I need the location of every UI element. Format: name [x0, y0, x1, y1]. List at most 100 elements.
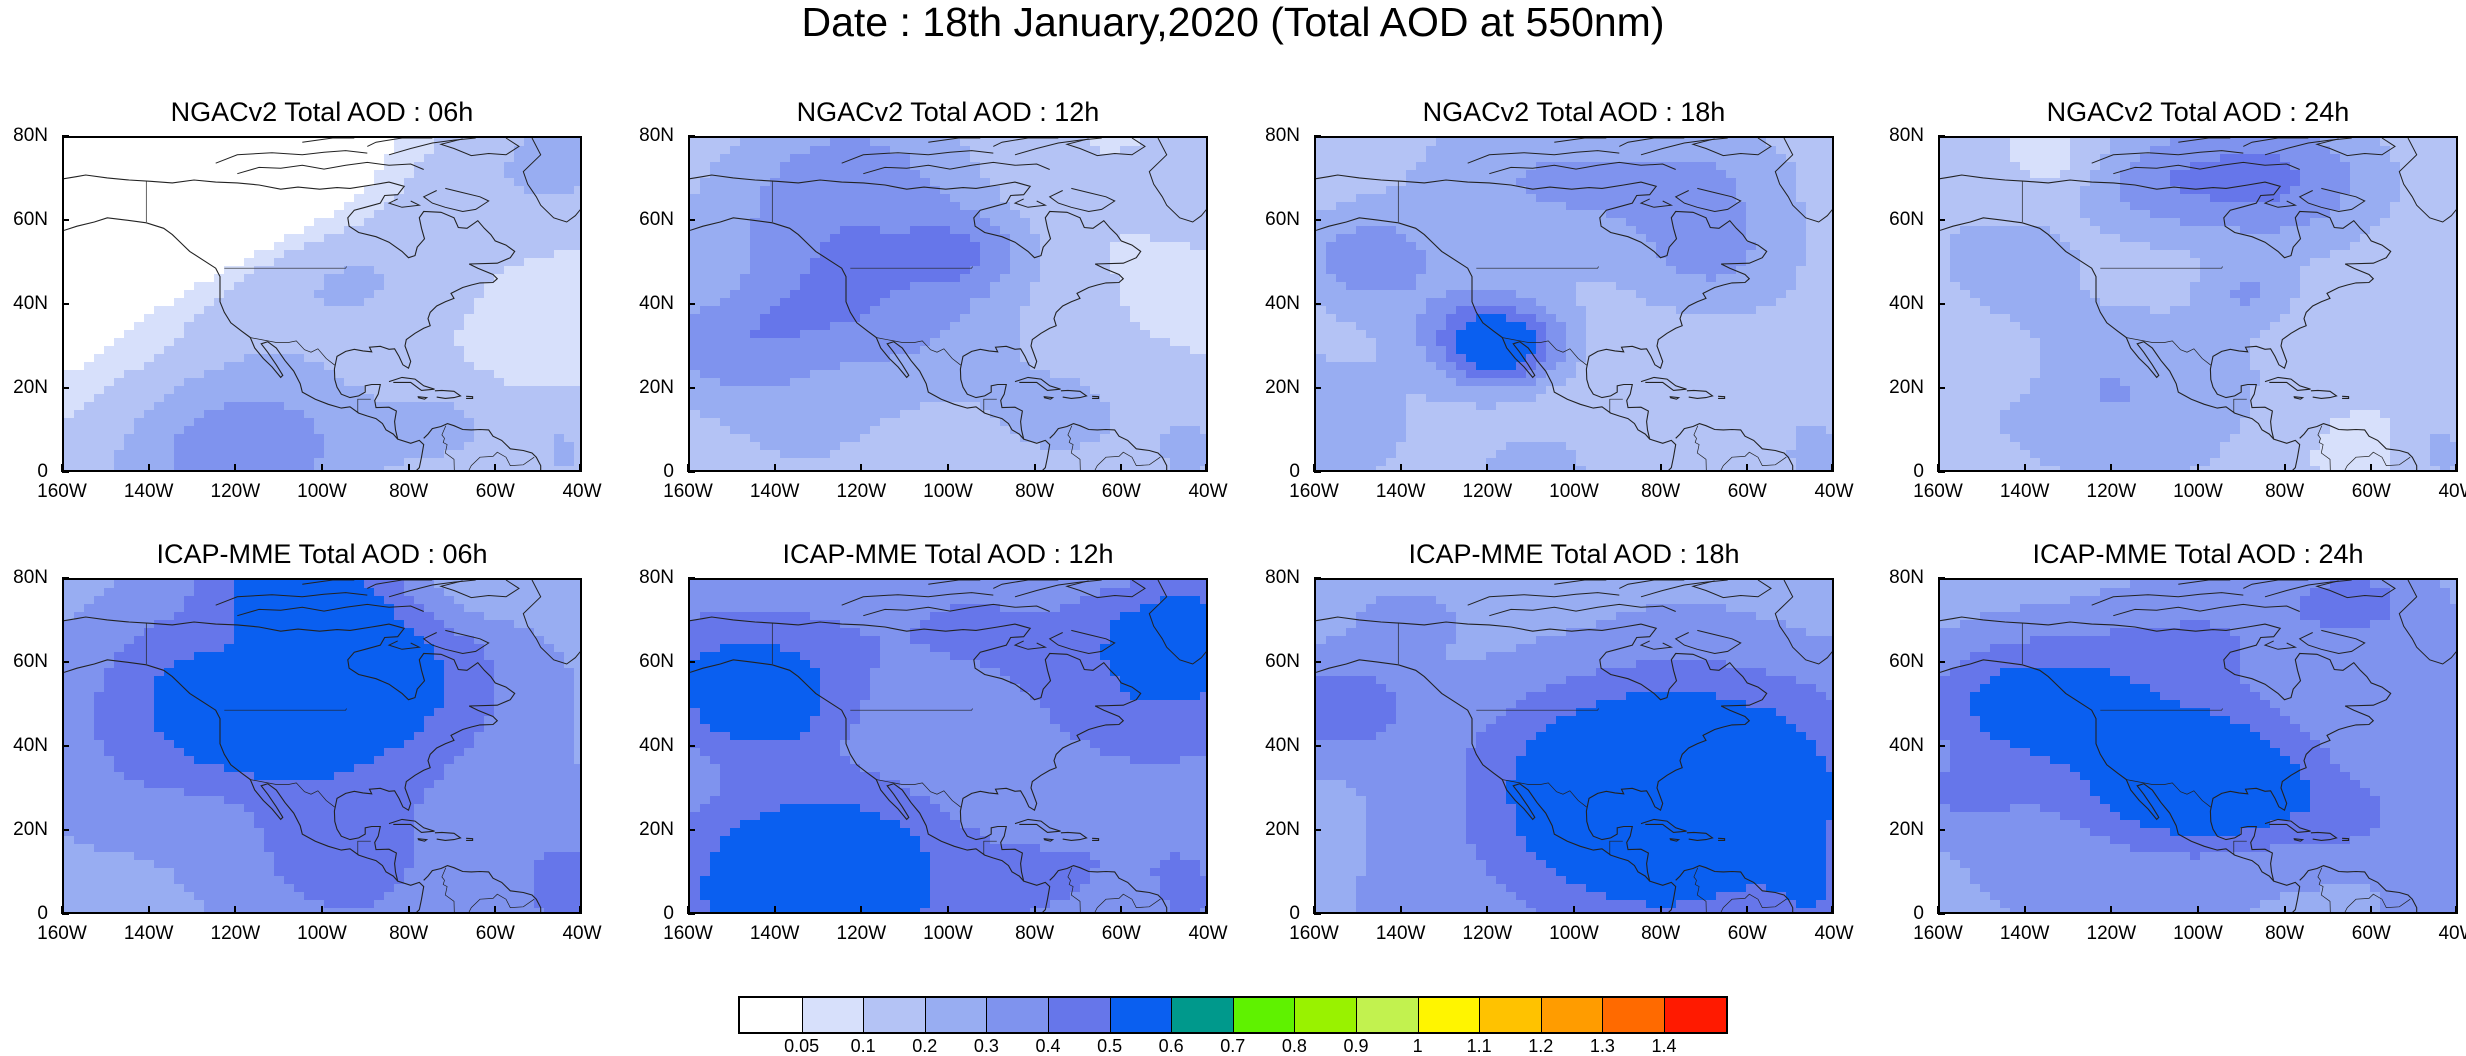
aod-field-svg	[1940, 580, 2456, 912]
arctic-coastline	[993, 580, 1059, 589]
lon-tick-label: 80W	[389, 481, 429, 502]
country-border	[2233, 398, 2247, 414]
map-panel: ICAP-MME Total AOD : 24h 80N 60N 40N 20N 0 160…	[1889, 539, 2466, 944]
lat-tick-label: 40N	[1265, 735, 1300, 756]
arctic-coastline	[1619, 580, 1685, 589]
lon-tick	[1120, 906, 1123, 914]
lat-tick-label: 40N	[1889, 293, 1924, 314]
arctic-coastline	[1148, 580, 1206, 665]
coastline	[466, 837, 474, 841]
colorbar-swatch	[1355, 998, 1418, 1032]
aod-shading	[1316, 580, 1832, 912]
arctic-coastline	[863, 161, 1050, 175]
lat-tick-label: 20N	[639, 819, 674, 840]
lon-tick-label: 140W	[749, 481, 800, 502]
coastline	[417, 838, 429, 842]
panel-title: ICAP-MME Total AOD : 24h	[2032, 539, 2364, 569]
lat-tick	[1938, 471, 1945, 473]
arctic-coastline	[215, 150, 368, 164]
lat-tick	[1314, 745, 1321, 747]
aod-map	[1314, 578, 1834, 914]
lat-tick	[1938, 913, 1945, 915]
coastline	[434, 389, 462, 399]
lat-tick-label: 0	[1289, 461, 1300, 482]
lat-tick-label: 0	[1913, 903, 1924, 924]
coastline	[1640, 818, 1687, 833]
lat-tick	[1938, 303, 1945, 305]
lat-tick	[688, 387, 695, 389]
arctic-coastline	[1554, 580, 1607, 585]
lat-tick	[688, 829, 695, 831]
lon-tick	[1831, 464, 1833, 472]
lat-tick-label: 60N	[639, 209, 674, 230]
lon-tick	[1399, 906, 1402, 914]
lon-tick-label: 120W	[836, 481, 887, 502]
lon-tick	[947, 464, 949, 472]
lat-tick	[1314, 471, 1321, 473]
aod-field-svg	[1316, 580, 1832, 912]
lat-tick-label: 20N	[1889, 377, 1924, 398]
country-border	[850, 266, 973, 269]
coastline	[1718, 837, 1726, 841]
arctic-coastline	[522, 138, 580, 223]
aod-field-svg	[64, 138, 580, 470]
country-border	[2317, 867, 2331, 912]
lon-tick	[687, 464, 689, 472]
colorbar-swatch	[1540, 998, 1603, 1032]
arctic-coastline	[1013, 640, 1048, 650]
coastline	[1092, 837, 1100, 841]
lon-tick	[2283, 906, 2286, 914]
coastline	[1049, 865, 1168, 912]
country-border	[357, 398, 371, 414]
coastline	[64, 217, 425, 470]
coastline	[2299, 423, 2418, 470]
lon-tick	[1399, 464, 1402, 472]
arctic-coastline	[2315, 138, 2396, 157]
lat-tick	[688, 577, 695, 579]
arctic-coastline	[1691, 580, 1772, 599]
lat-tick-label: 40N	[639, 293, 674, 314]
lat-tick-label: 0	[1913, 461, 1924, 482]
lon-tick	[2023, 464, 2026, 472]
country-border	[224, 266, 347, 269]
colorbar-label: 1	[1412, 1036, 1423, 1056]
panel-title: ICAP-MME Total AOD : 06h	[156, 539, 488, 569]
lon-tick	[773, 464, 776, 472]
country-border	[1693, 425, 1707, 470]
country-border	[1501, 337, 1588, 366]
aod-map	[1938, 578, 2458, 914]
lat-tick	[62, 913, 69, 915]
lon-tick	[1313, 906, 1315, 914]
coastline	[417, 396, 429, 400]
country-border	[468, 451, 535, 470]
lat-tick-label: 40N	[1889, 735, 1924, 756]
country-border	[1609, 398, 1623, 414]
arctic-coastline	[1489, 603, 1676, 617]
lat-tick-label: 60N	[639, 651, 674, 672]
lat-tick-label: 20N	[1889, 819, 1924, 840]
lat-tick-label: 80N	[1889, 567, 1924, 588]
arctic-coastline	[1639, 198, 1674, 208]
country-border	[1094, 893, 1161, 912]
colorbar-label: 0.05	[784, 1036, 820, 1056]
colorbar-swatch	[1602, 998, 1664, 1032]
lon-tick	[2283, 464, 2286, 472]
panel-title: ICAP-MME Total AOD : 18h	[1408, 539, 1740, 569]
arctic-coastline	[302, 580, 355, 585]
lon-tick	[2370, 906, 2373, 914]
arctic-coastline	[863, 603, 1050, 617]
arctic-coastline	[1619, 138, 1685, 147]
country-border	[2317, 425, 2331, 470]
arctic-coastline	[1674, 629, 1742, 655]
lat-tick-label: 20N	[639, 377, 674, 398]
lon-tick	[407, 464, 410, 472]
coastline	[1686, 389, 1714, 399]
aod-map	[1314, 136, 1834, 472]
colorbar-swatch	[1417, 998, 1480, 1032]
map-panel: NGACv2 Total AOD : 12h 80N 60N 40N 20N 0 160W 1…	[639, 97, 1227, 502]
colorbar-label: 0.2	[912, 1036, 938, 1056]
arctic-coastline	[2315, 580, 2396, 599]
lat-tick-label: 80N	[639, 567, 674, 588]
lon-tick-label: 100W	[2173, 481, 2223, 502]
lat-tick	[688, 303, 695, 305]
